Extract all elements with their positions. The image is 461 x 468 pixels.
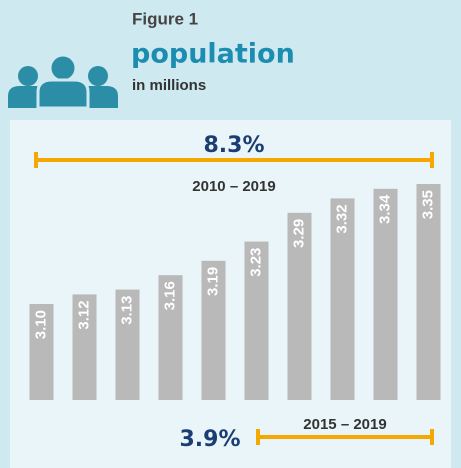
bar [201, 260, 226, 400]
bar [373, 188, 398, 400]
unit-label: in millions [132, 77, 206, 94]
bar [29, 304, 54, 400]
value-label: 3.34 [376, 194, 393, 224]
value-label: 3.29 [290, 219, 307, 248]
annotation: 2010 – 2019 [192, 178, 275, 195]
value-label: 3.13 [118, 296, 135, 325]
bar [330, 198, 355, 400]
annotation: 8.3% [203, 133, 264, 158]
bar [72, 294, 97, 400]
value-label: 3.19 [204, 267, 221, 296]
bar [244, 241, 269, 400]
value-label: 3.23 [247, 248, 264, 277]
chart-subtitle: population [131, 39, 295, 70]
chart-title: Figure 1 [132, 9, 198, 28]
bar [158, 275, 183, 400]
people-icon [8, 53, 118, 110]
value-label: 3.12 [75, 300, 92, 329]
value-label: 3.16 [161, 281, 178, 310]
bar [115, 289, 140, 400]
annotation: 3.9% [179, 427, 240, 452]
bar [287, 212, 312, 400]
value-label: 3.35 [419, 190, 436, 219]
annotation: 2015 – 2019 [303, 416, 386, 433]
bracket-bottom [256, 429, 434, 445]
bar [416, 184, 441, 400]
bracket-top [34, 152, 434, 168]
value-label: 3.10 [32, 310, 49, 339]
value-label: 3.32 [333, 204, 350, 233]
